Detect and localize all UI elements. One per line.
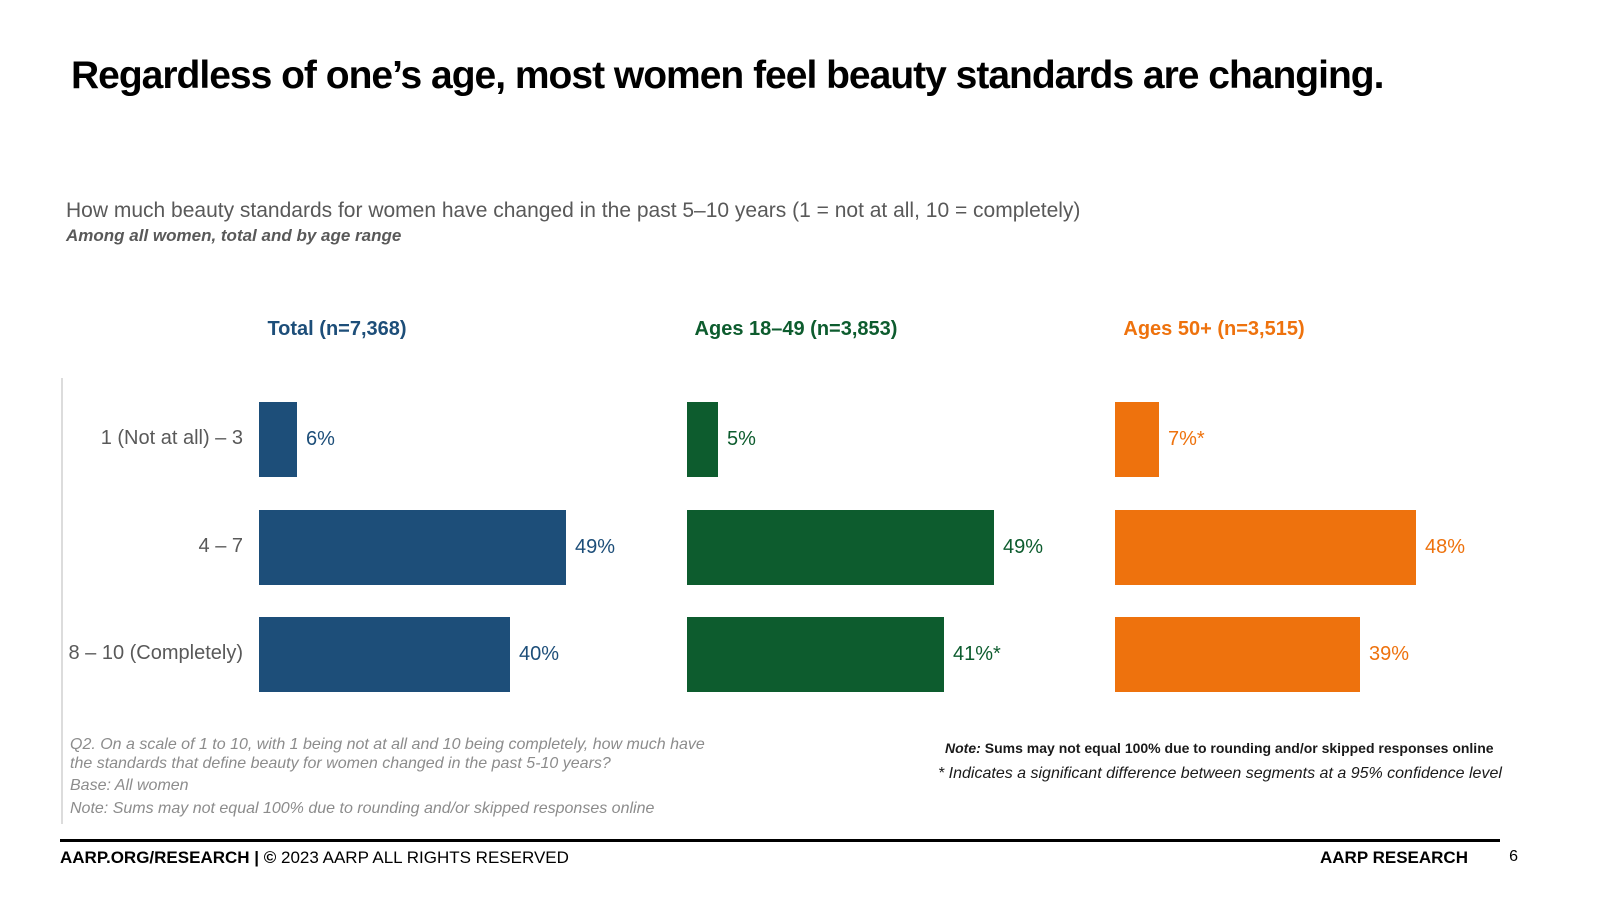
bar-ages-row3	[687, 617, 944, 692]
bar-ages-row3	[1115, 617, 1360, 692]
bar-value-label: 6%	[306, 427, 335, 450]
footnote-significance: * Indicates a significant difference bet…	[938, 765, 1502, 782]
footer-right-text: AARP RESEARCH	[1320, 848, 1468, 867]
row-label-completely: 8 – 10 (Completely)	[68, 642, 243, 664]
bar-value-label: 41%*	[953, 642, 1001, 665]
footnote-note-right: Note: Sums may not equal 100% due to roun…	[945, 740, 1494, 756]
bar-total-row2	[259, 510, 566, 585]
bar-value-label: 39%	[1369, 642, 1410, 665]
footnote-question-text: Q2. On a scale of 1 to 10, with 1 being …	[70, 736, 705, 772]
footnote-note-left: Note: Sums may not equal 100% due to rou…	[70, 800, 655, 817]
bar-value-label: 7%*	[1168, 427, 1205, 450]
column-header-ages-50-plus: Ages 50+ (n=3,515)	[1123, 318, 1305, 340]
slide-title: Regardless of one’s age, most women feel…	[71, 54, 1384, 97]
footer-divider	[60, 839, 1500, 842]
footer-left-bold: AARP.ORG/RESEARCH | ©	[60, 848, 277, 867]
footer-left-text: AARP.ORG/RESEARCH | © 2023 AARP ALL RIGH…	[60, 848, 569, 868]
bar-value-label: 48%	[1425, 535, 1466, 558]
column-header-total: Total (n=7,368)	[267, 318, 407, 340]
bar-ages-row1	[687, 402, 718, 477]
bar-total-row3	[259, 617, 510, 692]
bar-value-label: 49%	[575, 535, 616, 558]
bar-value-label: 5%	[727, 427, 756, 450]
bar-value-label: 40%	[519, 642, 560, 665]
row-label-not-at-all: 1 (Not at all) – 3	[100, 427, 243, 449]
page-number: 6	[1509, 848, 1518, 865]
bar-total-row1	[259, 402, 297, 477]
column-header-ages-18-49: Ages 18–49 (n=3,853)	[694, 318, 898, 340]
footer-left-regular: 2023 AARP ALL RIGHTS RESERVED	[281, 848, 569, 867]
bar-ages-row1	[1115, 402, 1159, 477]
chart-axis-line	[61, 378, 63, 824]
row-label-4-7: 4 – 7	[198, 535, 243, 557]
footnote-note-text: Sums may not equal 100% due to rounding …	[984, 740, 1494, 756]
chart-question: How much beauty standards for women have…	[66, 199, 1081, 222]
bar-ages-row2	[687, 510, 994, 585]
bar-ages-row2	[1115, 510, 1416, 585]
footnote-base: Base: All women	[70, 777, 189, 794]
footnote-note-prefix: Note:	[945, 740, 981, 756]
chart-subtitle: Among all women, total and by age range	[66, 226, 402, 245]
bar-value-label: 49%	[1003, 535, 1044, 558]
